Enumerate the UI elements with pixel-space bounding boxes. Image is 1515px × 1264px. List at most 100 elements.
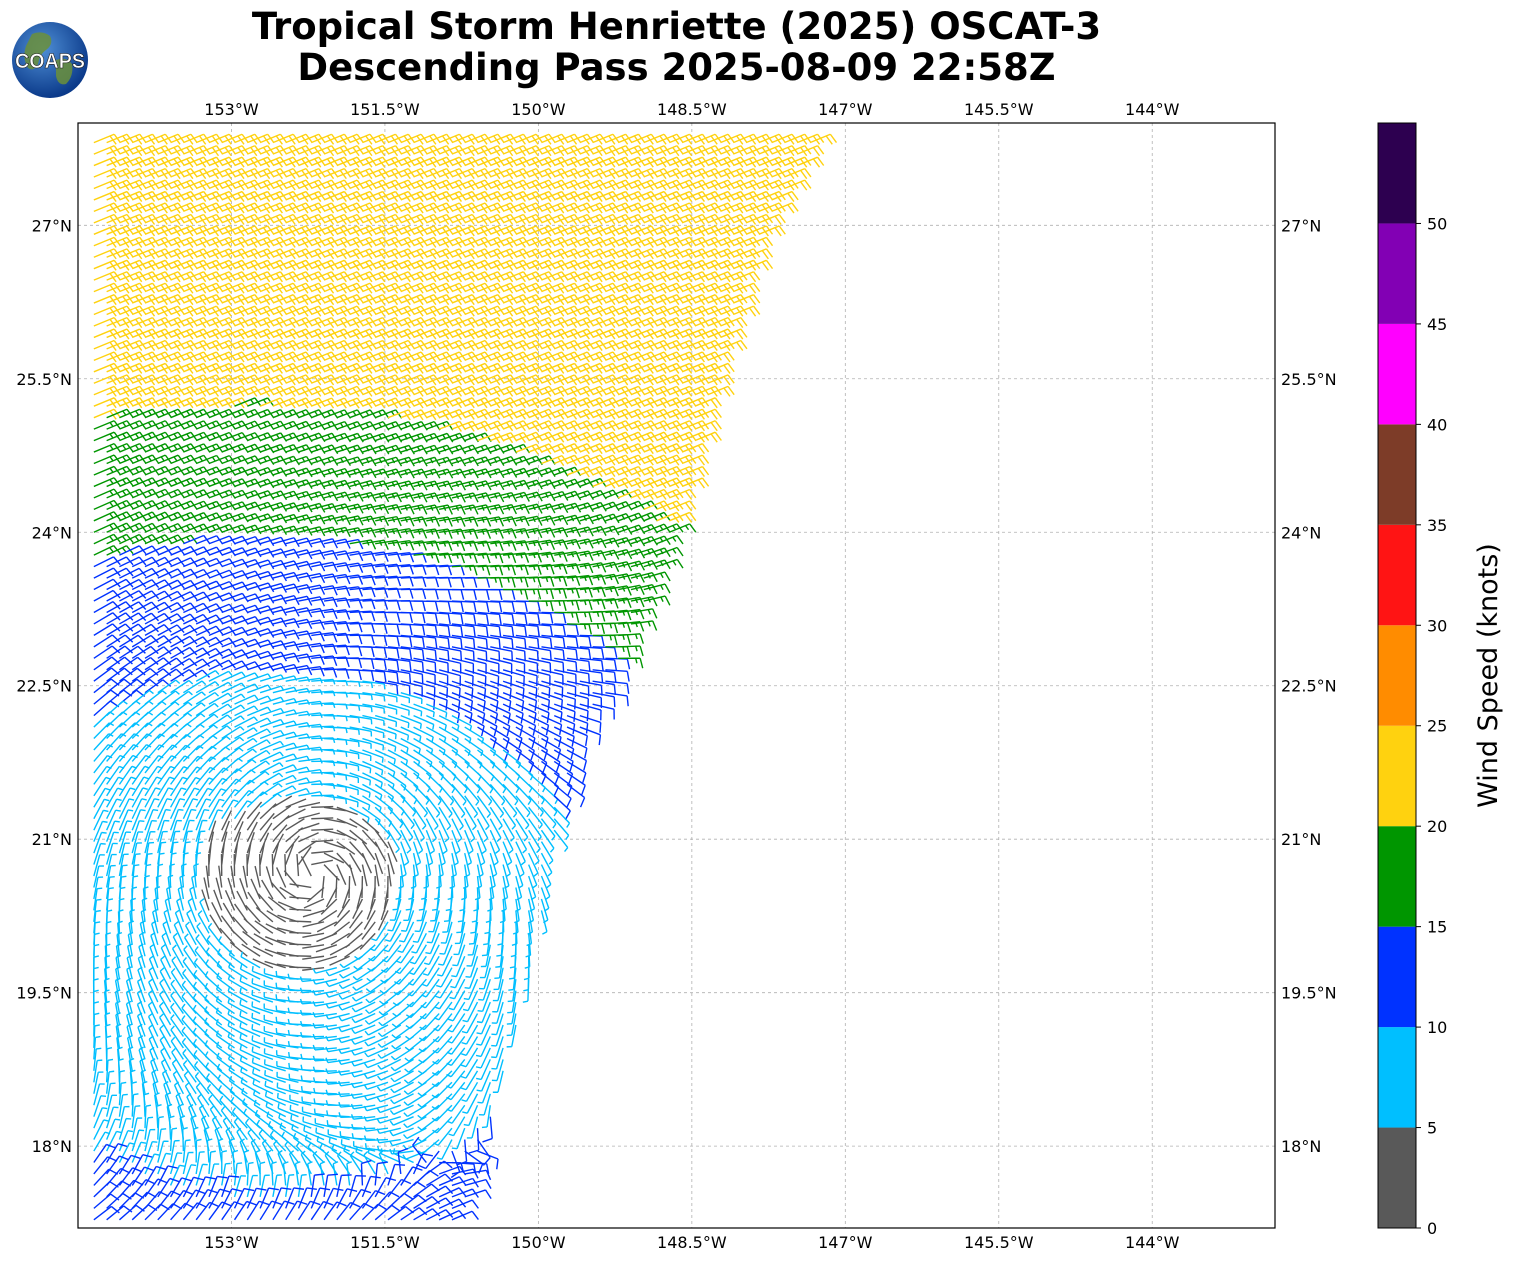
colorbar-bin: [1378, 123, 1416, 224]
wind-barb: [490, 669, 513, 687]
wind-barb: [270, 881, 287, 900]
wind-barb: [351, 1123, 376, 1130]
wind-barb: [438, 795, 453, 818]
wind-barb: [216, 1063, 235, 1083]
wind-barb: [272, 774, 297, 786]
colorbar-tick-label: 20: [1427, 817, 1447, 836]
lat-tick-label-right: 18°N: [1281, 1137, 1321, 1156]
wind-barb: [259, 729, 285, 740]
wind-barb: [336, 864, 347, 885]
wind-barb: [265, 866, 274, 888]
wind-barb: [397, 932, 415, 954]
wind-barb: [438, 806, 452, 831]
wind-barb: [477, 588, 503, 600]
wind-barb: [553, 829, 569, 853]
wind-barb: [364, 1058, 389, 1069]
wind-barb: [194, 1071, 210, 1095]
wind-barb: [554, 611, 580, 623]
wind-barb: [425, 818, 437, 843]
wind-barb: [284, 1174, 295, 1198]
coaps-logo: COAPS: [12, 22, 88, 98]
wind-barb: [413, 760, 432, 780]
wind-barb: [361, 921, 376, 940]
wind-barb: [300, 856, 312, 877]
wind-barb: [515, 783, 532, 806]
wind-barb: [246, 739, 271, 751]
wind-barb: [131, 809, 146, 831]
wind-barb: [385, 921, 402, 942]
colorbar-tick-label: 45: [1427, 315, 1447, 334]
wind-barb: [605, 633, 631, 645]
wind-barb: [361, 864, 368, 887]
wind-barb: [592, 634, 618, 646]
wind-barb: [221, 715, 245, 728]
wind-barb: [302, 921, 325, 928]
wind-barb: [271, 854, 274, 877]
wind-barb: [352, 898, 364, 920]
wind-barb: [302, 932, 325, 939]
wind-barb: [425, 760, 444, 781]
wind-barb: [299, 1009, 325, 1016]
wind-barb: [363, 1081, 389, 1090]
colorbar-bin: [1378, 826, 1416, 927]
wind-barb: [351, 1035, 376, 1045]
wind-barb: [289, 896, 312, 900]
wind-barb: [243, 917, 261, 934]
colorbar-bin: [1378, 424, 1416, 525]
lon-tick-label-top: 148.5°W: [657, 100, 727, 119]
wind-barb: [477, 749, 496, 769]
wind-barb: [376, 1081, 402, 1092]
wind-barb: [489, 795, 505, 818]
lat-ticks-left: 18°N 19.5°N 21°N 22.5°N 24°N 25.5°N 27°N: [16, 216, 72, 1156]
wind-barb: [351, 990, 376, 1002]
wind-barb: [528, 588, 555, 600]
wind-barb: [338, 989, 363, 1000]
lon-tick-label-top: 153°W: [204, 100, 259, 119]
wind-barb: [376, 1093, 402, 1103]
wind-barb: [515, 806, 530, 830]
wind-barb: [402, 1127, 427, 1140]
wind-barb: [490, 600, 516, 613]
wind-barb: [426, 588, 452, 600]
wind-barb: [204, 994, 223, 1015]
wind-barb: [528, 818, 542, 842]
wind-barb: [489, 783, 506, 806]
lon-ticks-top: 153°W 151.5°W 150°W 148.5°W 147°W 145.5°W 144°…: [204, 100, 1179, 119]
wind-barb: [377, 1047, 402, 1059]
wind-barb: [311, 805, 334, 808]
wind-barb: [285, 699, 311, 705]
wind-barb: [528, 576, 555, 587]
wind-barb: [400, 829, 412, 854]
wind-barb: [362, 669, 387, 683]
lat-tick-label-left: 24°N: [32, 523, 72, 542]
wind-barb: [311, 794, 336, 801]
wind-barb: [374, 806, 393, 827]
wind-barb: [287, 973, 312, 980]
wind-barb: [349, 841, 366, 859]
wind-barb: [259, 762, 284, 774]
lat-tick-label-right: 19.5°N: [1281, 984, 1337, 1003]
wind-barb: [289, 883, 312, 889]
wind-barb: [147, 1001, 159, 1026]
wind-barb: [413, 611, 439, 624]
logo-text: COAPS: [15, 50, 85, 73]
wind-barb: [554, 587, 580, 599]
wind-barb: [246, 1174, 258, 1198]
wind-barb: [233, 1175, 246, 1198]
wind-barb: [148, 978, 159, 1003]
colorbar-bin: [1378, 524, 1416, 626]
wind-barb: [502, 783, 519, 806]
wind-barb: [232, 1149, 239, 1175]
wind-barb: [234, 727, 258, 740]
wind-barb: [579, 610, 606, 622]
wind-barb: [118, 1081, 127, 1106]
wind-barb: [413, 795, 428, 818]
wind-barb: [169, 798, 186, 820]
wind-barb: [451, 783, 467, 806]
wind-barb: [579, 623, 606, 634]
lat-tick-label-left: 22.5°N: [16, 677, 72, 696]
wind-barb: [464, 669, 487, 687]
wind-barb: [438, 680, 461, 699]
wind-barb: [541, 692, 563, 711]
wind-barb: [144, 809, 159, 831]
